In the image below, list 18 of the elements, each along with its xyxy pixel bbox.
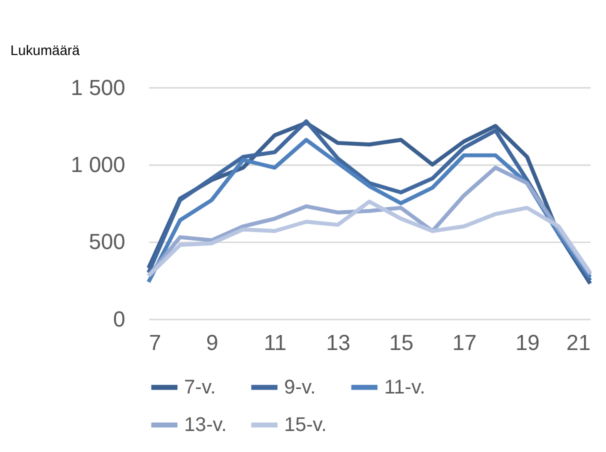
legend-label: 7-v.	[184, 376, 216, 398]
y-axis-title: Lukumäärä	[10, 42, 80, 58]
y-tick-label: 0	[113, 306, 126, 332]
legend-label: 11-v.	[384, 376, 426, 398]
legend-label: 13-v.	[184, 414, 227, 436]
legend-label: 9-v.	[284, 376, 316, 398]
x-tick-label: 15	[389, 330, 414, 356]
x-tick-label: 17	[452, 330, 477, 356]
y-tick-label: 500	[88, 229, 126, 254]
x-tick-label: 7	[149, 330, 162, 356]
legend-label: 15-v.	[284, 414, 327, 436]
x-tick-label: 21	[566, 330, 591, 356]
y-tick-label: 1 000	[70, 152, 126, 178]
x-tick-label: 9	[206, 330, 218, 356]
y-tick-label: 1 500	[70, 74, 126, 100]
x-tick-label: 19	[515, 330, 540, 356]
x-tick-label: 11	[264, 330, 286, 356]
x-tick-label: 13	[326, 330, 350, 356]
